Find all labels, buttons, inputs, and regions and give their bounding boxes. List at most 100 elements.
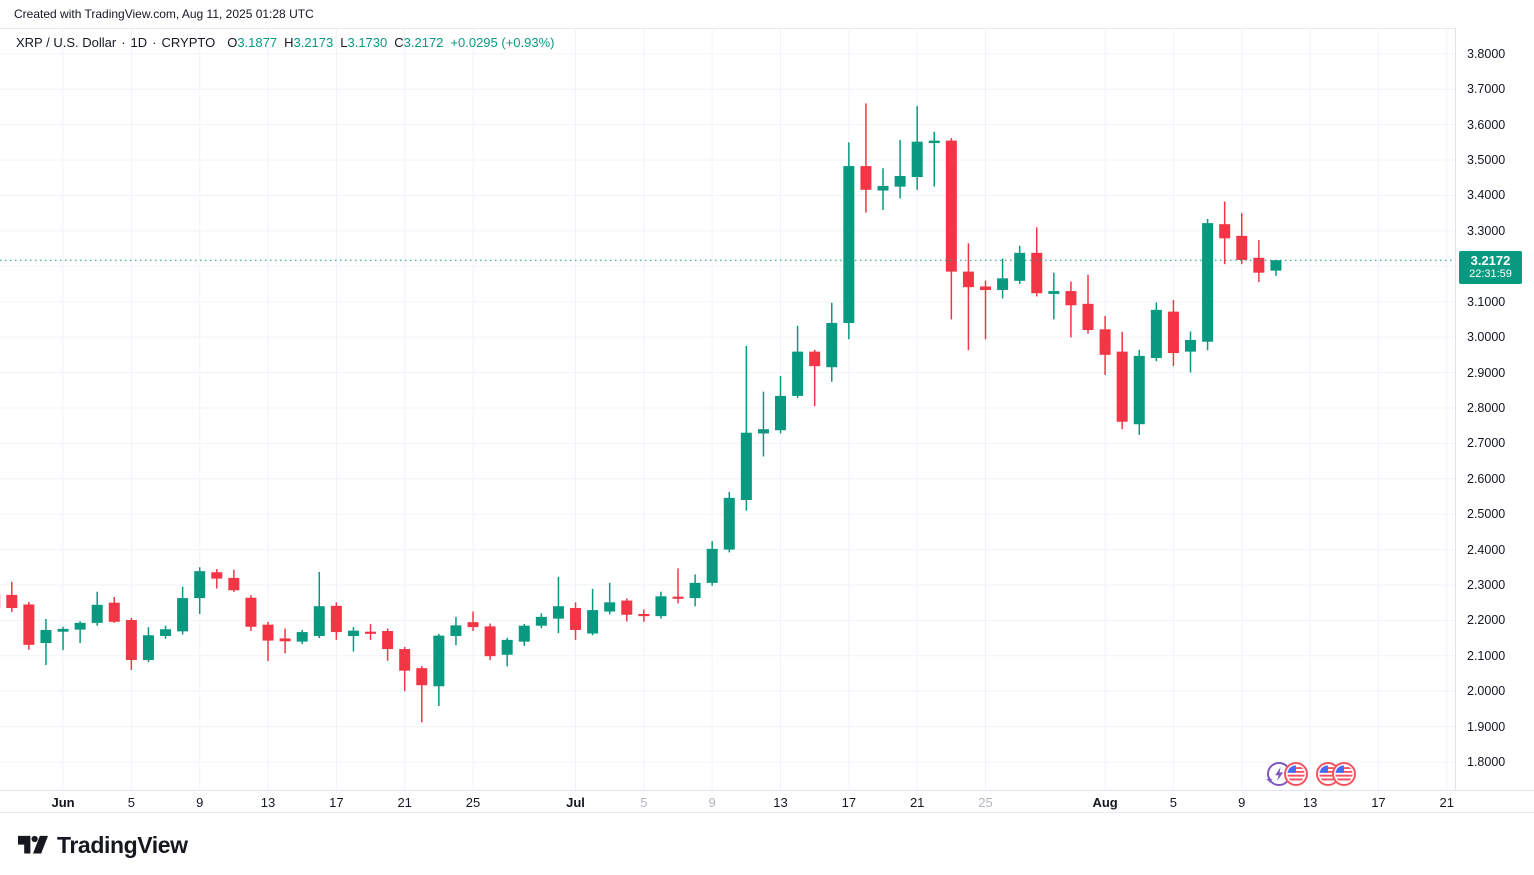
candle bbox=[826, 302, 838, 382]
open-value: 3.1877 bbox=[237, 35, 278, 50]
candle bbox=[1270, 260, 1282, 276]
candlestick-chart-canvas[interactable] bbox=[0, 0, 1455, 790]
candle bbox=[997, 258, 1009, 299]
candle bbox=[1133, 349, 1145, 435]
time-axis-label: 25 bbox=[978, 795, 993, 810]
candle bbox=[843, 142, 855, 340]
candle bbox=[1014, 245, 1026, 285]
price-axis-label: 2.7000 bbox=[1467, 436, 1506, 451]
time-axis-label: 9 bbox=[196, 795, 204, 810]
price-axis-label: 2.1000 bbox=[1467, 648, 1506, 663]
candle bbox=[40, 618, 52, 666]
time-axis-label: Aug bbox=[1092, 795, 1118, 810]
symbol-legend: XRP / U.S. Dollar · 1D · CRYPTO O 3.1877 H 3.217… bbox=[16, 35, 554, 50]
candle bbox=[809, 349, 821, 407]
candle bbox=[382, 628, 394, 661]
price-axis-label: 3.6000 bbox=[1467, 117, 1506, 132]
price-axis[interactable]: 3.2172 22:31:59 3.8000 3.7000 3.6000 3.5000… bbox=[1455, 28, 1534, 812]
candle bbox=[1099, 315, 1111, 376]
candle bbox=[945, 138, 957, 320]
candle bbox=[91, 591, 103, 626]
candle bbox=[1150, 302, 1162, 362]
candle bbox=[450, 616, 462, 646]
time-axis-label: 5 bbox=[640, 795, 648, 810]
candle bbox=[928, 131, 940, 187]
interval-label[interactable]: 1D bbox=[130, 35, 148, 50]
price-axis-label: 2.0000 bbox=[1467, 684, 1506, 699]
candle bbox=[706, 541, 718, 586]
price-axis-label: 2.4000 bbox=[1467, 542, 1506, 557]
close-value: 3.2172 bbox=[403, 35, 444, 50]
high-value: 3.2173 bbox=[293, 35, 334, 50]
legend-separator: · bbox=[152, 35, 157, 50]
price-axis-label: 1.9000 bbox=[1467, 719, 1506, 734]
price-axis-label: 2.2000 bbox=[1467, 613, 1506, 628]
candle bbox=[194, 567, 206, 615]
time-axis-label: 21 bbox=[1439, 795, 1454, 810]
open-label: O bbox=[227, 35, 238, 50]
candle bbox=[347, 627, 359, 652]
price-axis-label: 2.3000 bbox=[1467, 577, 1506, 592]
exchange-label[interactable]: CRYPTO bbox=[161, 35, 216, 50]
candle bbox=[296, 629, 308, 645]
price-axis-label: 3.3000 bbox=[1467, 223, 1506, 238]
candle bbox=[399, 646, 411, 692]
candle bbox=[108, 597, 120, 623]
candle bbox=[125, 617, 137, 670]
candle bbox=[1167, 299, 1179, 367]
time-axis-label: 9 bbox=[1238, 795, 1246, 810]
time-axis-label: 5 bbox=[1169, 795, 1178, 810]
candle bbox=[313, 571, 325, 639]
time-axis-label: 9 bbox=[708, 795, 716, 810]
time-axis[interactable]: Jun 5 9 13 17 21 25 Jul 5 9 13 17 21 25 Aug 5 9 13 17 21 bbox=[0, 790, 1534, 813]
candle bbox=[775, 376, 787, 434]
candle bbox=[1065, 281, 1077, 338]
candle bbox=[689, 574, 701, 607]
candle bbox=[467, 611, 479, 632]
candle bbox=[1031, 227, 1043, 297]
candle bbox=[1082, 274, 1094, 334]
candle bbox=[1185, 331, 1197, 373]
time-axis-label: 25 bbox=[465, 795, 481, 810]
candle bbox=[604, 582, 616, 615]
symbol-name[interactable]: XRP / U.S. Dollar bbox=[16, 35, 117, 50]
price-axis-label: 2.8000 bbox=[1467, 400, 1506, 415]
current-price-value: 3.2172 bbox=[1470, 253, 1511, 269]
tradingview-logo[interactable]: TradingView bbox=[18, 831, 188, 859]
price-axis-label: 1.8000 bbox=[1467, 755, 1506, 770]
candle bbox=[792, 325, 804, 399]
candle bbox=[757, 391, 769, 457]
us-economic-event-icon[interactable] bbox=[1284, 762, 1309, 786]
candle bbox=[330, 602, 342, 640]
candle bbox=[877, 168, 889, 211]
us-economic-event-icon[interactable] bbox=[1331, 762, 1356, 786]
candle bbox=[962, 243, 974, 351]
candle bbox=[672, 568, 684, 604]
candle bbox=[262, 621, 274, 662]
candle bbox=[484, 623, 496, 661]
candle bbox=[1048, 272, 1060, 320]
candles bbox=[0, 103, 1282, 723]
candle bbox=[416, 666, 428, 723]
change-value: +0.0295 (+0.93%) bbox=[450, 35, 555, 50]
time-axis-label: 21 bbox=[397, 795, 412, 810]
price-axis-label: 2.5000 bbox=[1467, 507, 1506, 522]
time-axis-label: 17 bbox=[1371, 795, 1386, 810]
time-axis-label: 5 bbox=[127, 795, 135, 810]
candle bbox=[980, 280, 992, 340]
candle bbox=[211, 569, 223, 589]
current-price-badge: 3.2172 22:31:59 bbox=[1459, 251, 1522, 285]
time-axis-label: 17 bbox=[841, 795, 857, 810]
time-axis-label: Jul bbox=[566, 795, 585, 810]
price-axis-label: 3.4000 bbox=[1467, 188, 1506, 203]
high-label: H bbox=[284, 35, 294, 50]
price-axis-label: 3.1000 bbox=[1467, 294, 1506, 309]
price-axis-label: 3.5000 bbox=[1467, 153, 1506, 168]
low-value: 3.1730 bbox=[347, 35, 388, 50]
gridlines bbox=[0, 28, 1455, 790]
candle bbox=[535, 613, 547, 629]
close-label: C bbox=[394, 35, 404, 50]
candle bbox=[552, 576, 564, 634]
candle bbox=[365, 623, 377, 640]
